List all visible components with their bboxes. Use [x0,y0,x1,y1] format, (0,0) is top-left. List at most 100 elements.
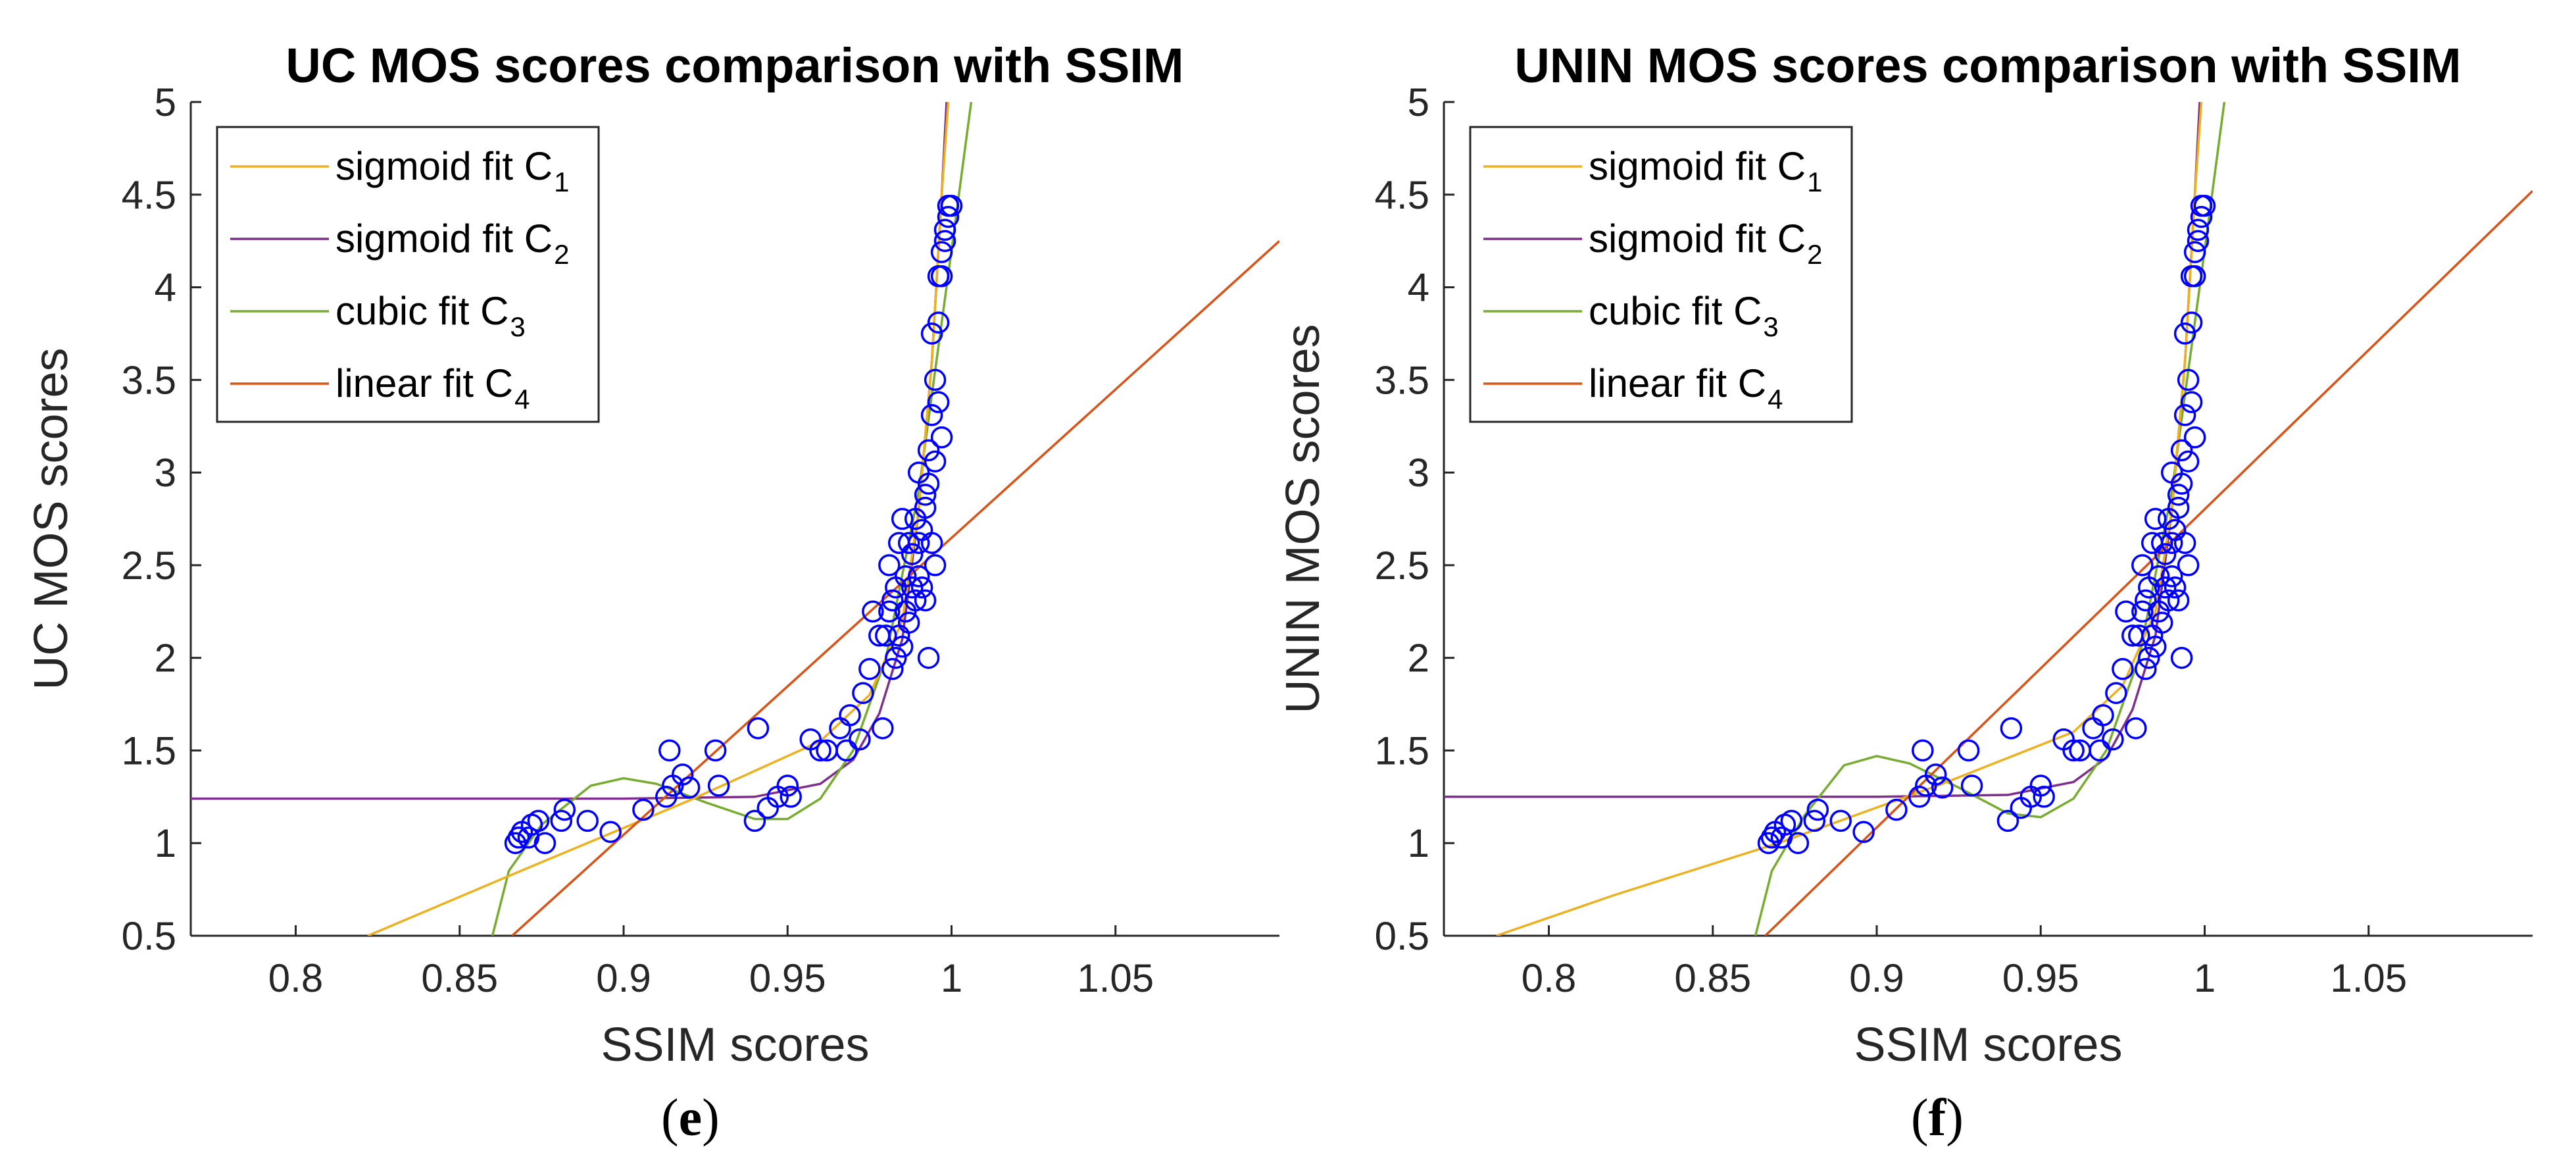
chart-title: UNIN MOS scores comparison with SSIM [1514,38,2461,93]
data-point [930,426,953,449]
data-point [940,194,963,217]
legend-label: cubic fit C [335,289,508,333]
data-point [780,786,802,808]
fit-line-linear-c4 [511,240,1279,936]
data-point [924,554,947,576]
data-point [910,576,933,599]
y-tick-label: 1.5 [122,728,176,773]
data-point [1770,827,1793,849]
legend-label: cubic fit C [1589,289,1762,333]
legend-subscript: 4 [514,384,530,415]
data-point [1996,809,2019,832]
data-point [1806,798,1829,821]
data-point [937,205,960,228]
data-point [2135,589,2157,612]
data-point [2170,472,2193,495]
data-point [747,717,770,740]
data-point [914,589,937,612]
data-point [2089,739,2111,762]
data-point [533,832,557,854]
data-point [1960,775,1983,797]
data-point [924,450,947,472]
y-tick-label: 1.5 [1375,728,1429,773]
data-point [920,322,943,345]
x-tick-label: 1.05 [2330,956,2407,1000]
data-point [2177,369,2200,392]
data-point [2173,532,2196,554]
data-point [2164,576,2187,599]
data-point [632,798,655,821]
data-point [904,589,927,612]
data-point [881,657,904,680]
panel-letter: f [1929,1089,1947,1147]
data-point [2102,728,2124,751]
data-point [2131,600,2154,623]
y-axis-label: UC MOS scores [25,347,78,690]
data-point [2180,391,2203,413]
x-tick-label: 1 [2194,956,2216,1000]
data-point [2167,589,2190,612]
data-point [2112,657,2134,680]
data-point [1908,786,1931,808]
y-axis-label: UNIN MOS scores [1277,324,1329,713]
x-tick-label: 0.8 [268,956,323,1000]
data-point [2173,404,2196,426]
data-point [1852,821,1875,844]
data-point [839,704,861,726]
data-point [901,576,924,599]
data-point [933,218,956,242]
y-tick-label: 0.5 [122,914,176,958]
data-point [917,472,940,495]
legend-label: sigmoid fit C [335,217,553,261]
data-point [862,600,884,623]
data-point [901,543,924,565]
data-point [852,682,874,704]
y-tick-label: 4 [1408,266,1429,310]
data-point [1912,739,1934,762]
data-point [599,821,622,844]
data-point [2062,739,2085,762]
data-point [671,763,694,786]
data-point [2187,218,2210,242]
legend-subscript: 3 [510,311,525,342]
data-point [858,657,881,680]
data-point [897,611,920,634]
data-point [2170,439,2193,462]
data-point [1957,739,1980,762]
data-point [2147,565,2170,588]
data-point [920,404,943,426]
y-tick-label: 4.5 [1375,173,1429,217]
data-point [878,600,901,623]
data-point [878,554,901,576]
data-point [1760,827,1783,849]
data-point [2183,426,2206,449]
data-point [917,646,940,669]
data-point [872,717,894,740]
legend-box [1469,126,1853,423]
legend-label: sigmoid fit C [1589,217,1806,261]
data-point [927,311,950,334]
data-point [527,809,550,832]
legend-subscript: 4 [1768,384,1783,415]
data-point [2082,717,2104,740]
data-point [2138,646,2160,669]
y-tick-label: 0.5 [1375,914,1429,958]
data-point [2128,624,2150,647]
legend-label: sigmoid fit C [335,144,553,188]
x-tick-label: 0.95 [2002,956,2079,1000]
chart-panel-e: UC MOS scores comparison with SSIM 0.5 1 1.… [25,38,1279,1147]
data-point [517,827,540,849]
data-point [550,809,573,832]
y-tick-label: 4 [155,266,176,310]
data-point [2150,611,2173,634]
data-point [776,775,799,797]
data-point [914,484,937,506]
data-point [907,565,930,588]
y-tick-label: 3 [1408,451,1429,495]
data-point [2157,589,2180,612]
data-point [1780,809,1803,832]
data-point [658,739,681,762]
legend-subscript: 1 [554,166,569,197]
y-tick-label: 3.5 [122,358,176,402]
